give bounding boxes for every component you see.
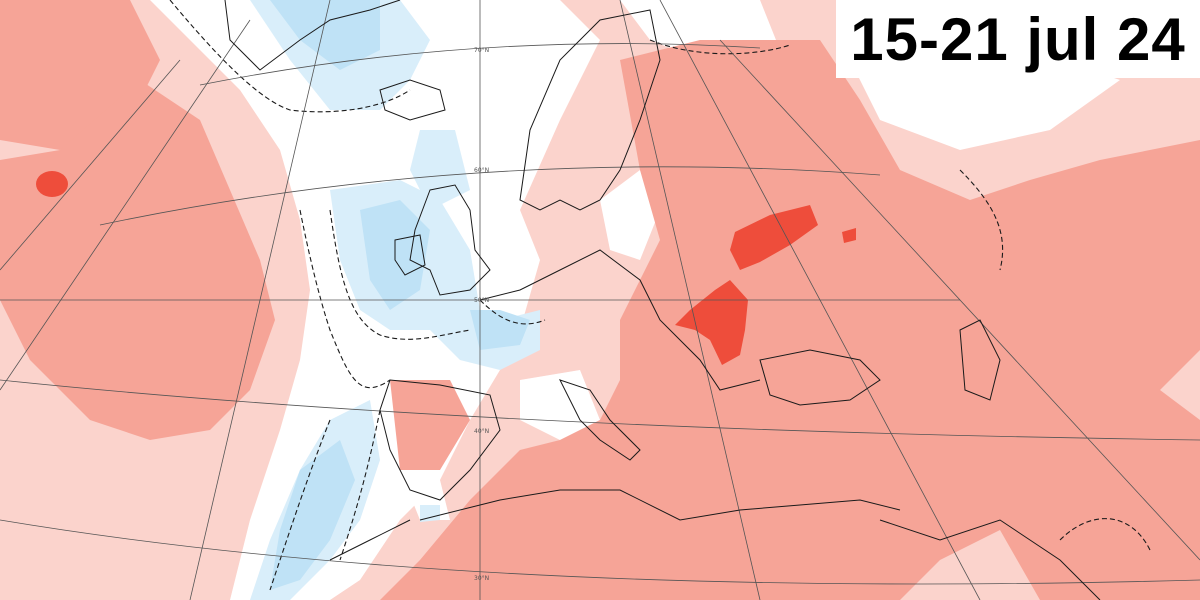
meridian-b	[619, 0, 761, 600]
latitude-labels: 70°N 60°N 50°N 40°N 30°N	[474, 47, 489, 582]
lat-label-50: 50°N	[474, 297, 489, 304]
parallel-40	[0, 379, 1200, 441]
map-title: 15-21 jul 24	[850, 5, 1186, 73]
iberia-coast	[379, 379, 501, 501]
mediterranean-south-coast	[419, 489, 901, 521]
lat-label-30: 30°N	[474, 575, 489, 582]
lat-label-70: 70°N	[474, 47, 489, 54]
africa-west-coast	[329, 519, 411, 561]
strong-warm-anomaly-zones	[36, 171, 856, 365]
parallel-60	[99, 166, 881, 226]
lat-label-40: 40°N	[474, 428, 489, 435]
meridian-c	[189, 0, 331, 600]
parallel-30	[0, 519, 1200, 585]
greenland-coast	[224, 0, 401, 71]
zero-anomaly-contours	[169, 0, 1151, 591]
arabia-coast	[879, 519, 1101, 600]
meridian-f	[0, 19, 251, 391]
lat-label-60: 60°N	[474, 167, 489, 174]
caspian-coast	[959, 319, 1001, 401]
europe-mainland-coast	[479, 249, 761, 391]
ireland-coast	[394, 234, 426, 276]
italy-coast	[559, 379, 641, 461]
coastlines	[224, 0, 1101, 600]
british-isles-coast	[409, 184, 491, 296]
meridian-d	[659, 0, 981, 600]
title-box: 15-21 jul 24	[836, 0, 1200, 78]
meridian-e	[719, 39, 1200, 561]
black-sea-coast	[759, 349, 881, 406]
meridian-g	[0, 59, 181, 271]
cool-anomaly-zones	[250, 0, 540, 600]
iceland-coast	[379, 79, 446, 121]
scandinavia-coast	[519, 9, 661, 211]
